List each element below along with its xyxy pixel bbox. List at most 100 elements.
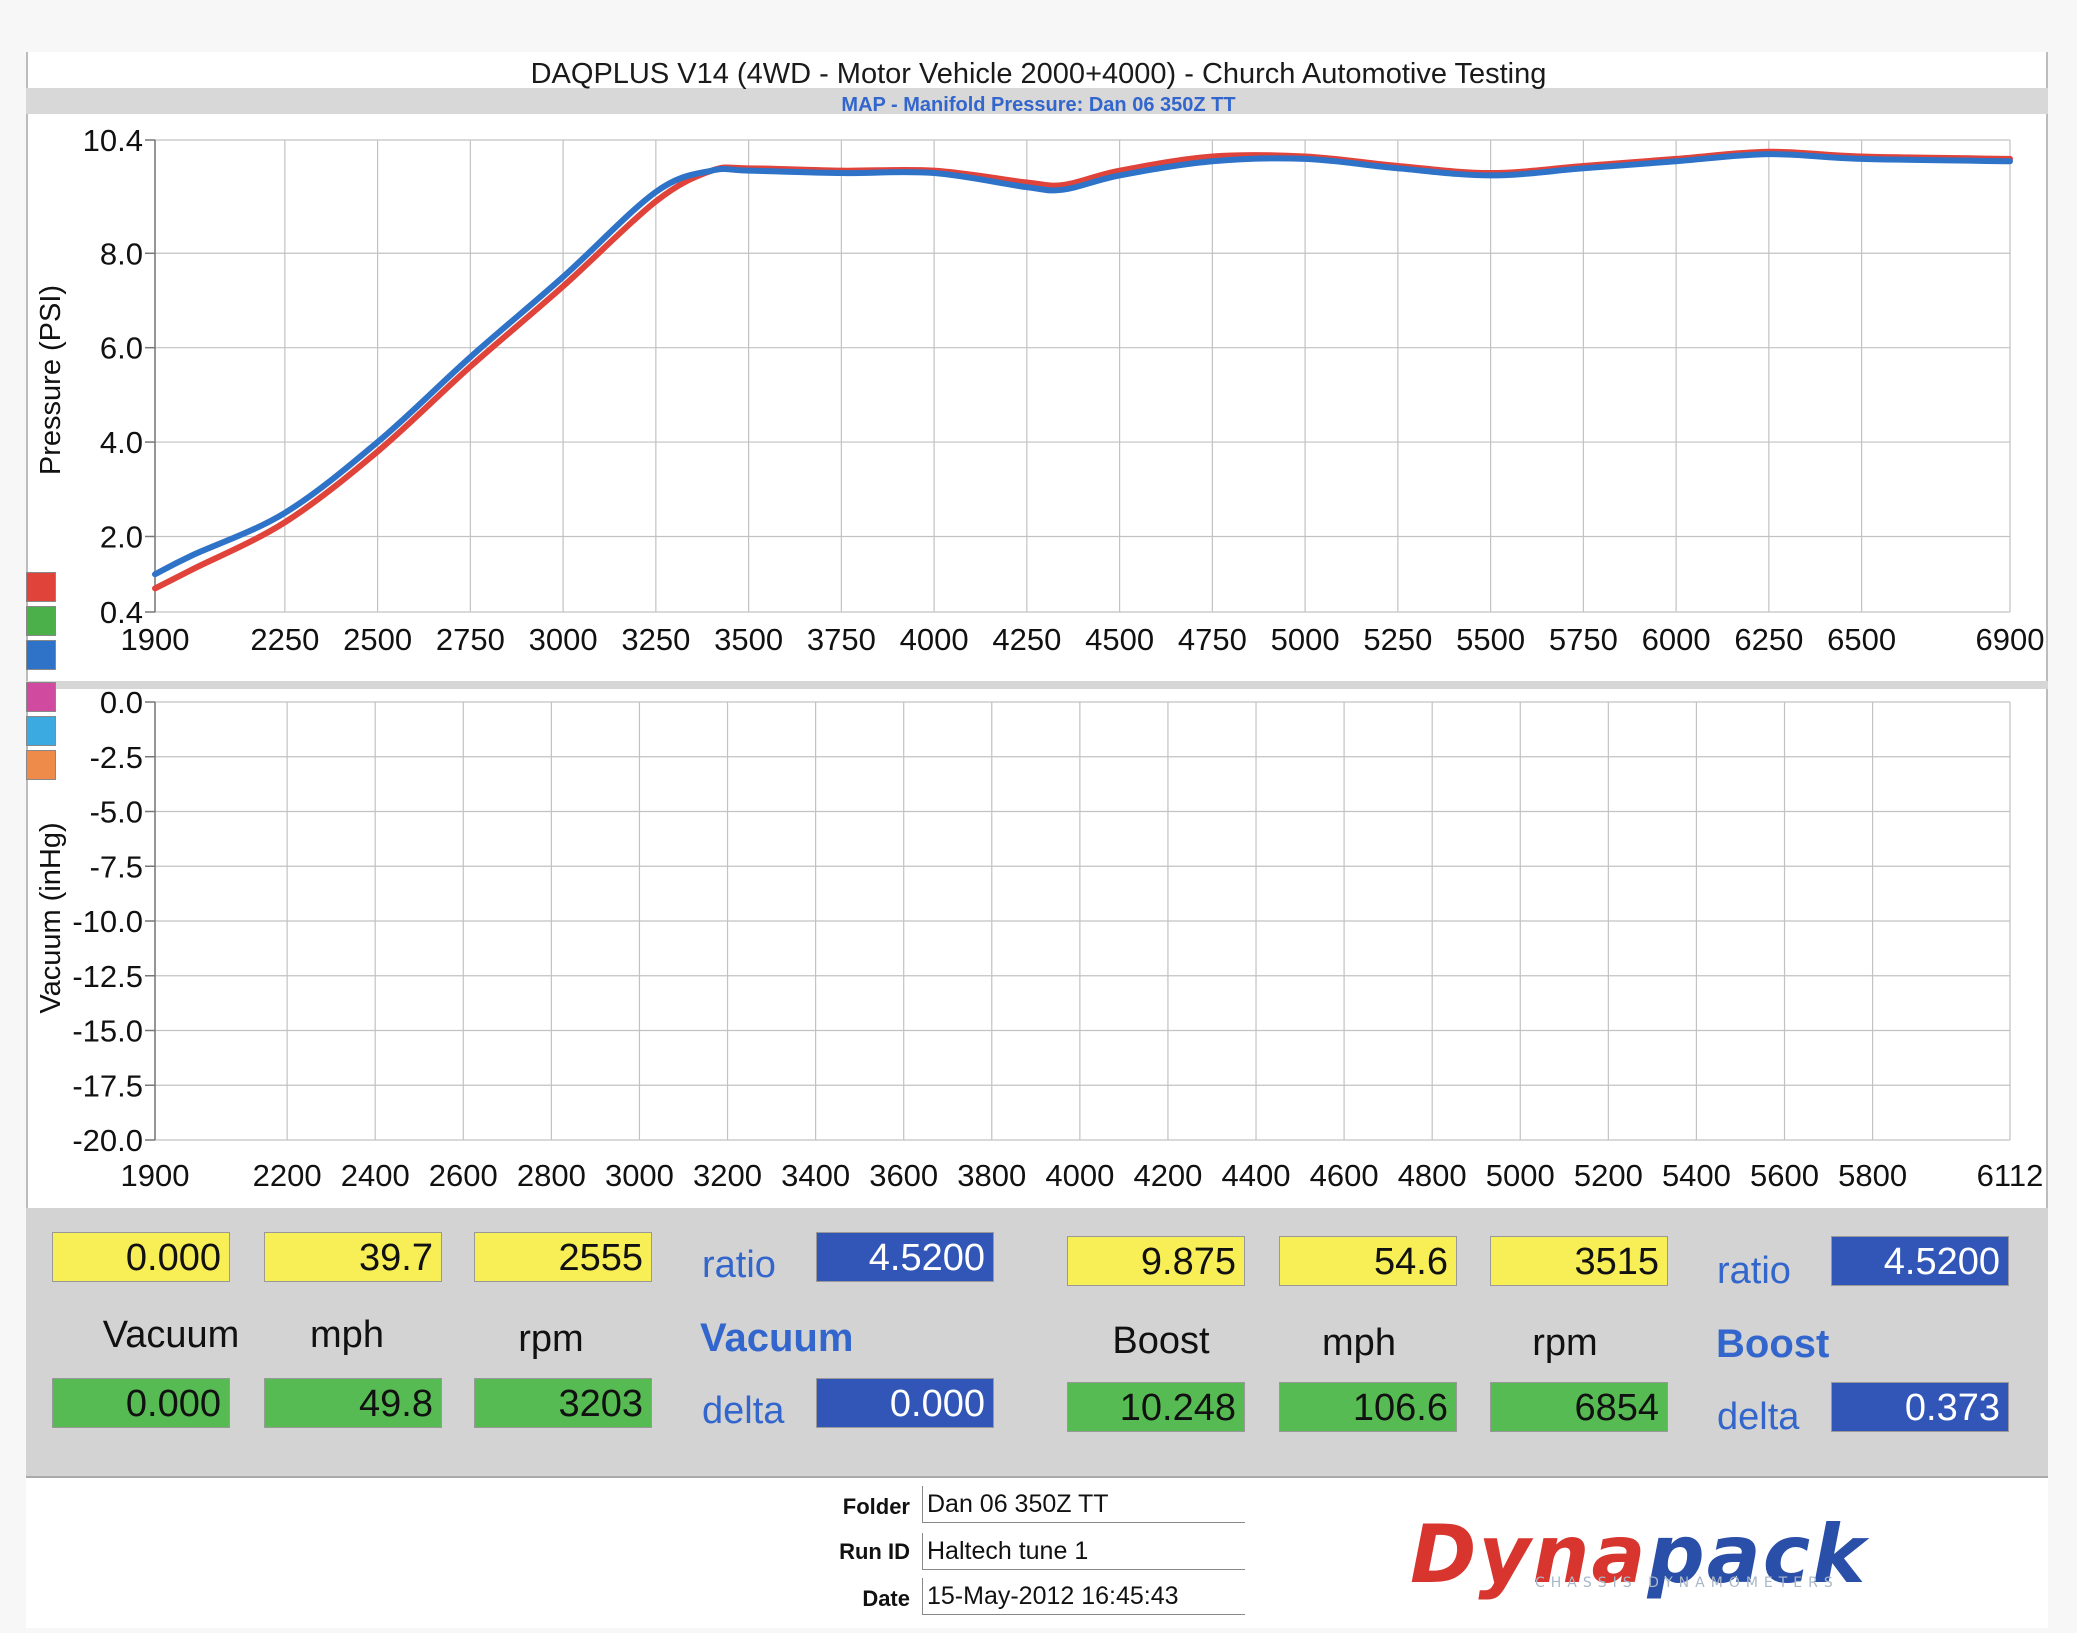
pressure-chart: 1900 2250 2500 2750 3000 3250 3500 3750 4000 4250… <box>35 123 2044 657</box>
x-tick-label: 4250 <box>992 622 1061 657</box>
y-tick-label: 0.4 <box>100 595 143 630</box>
x-tick-label: 6000 <box>1642 622 1711 657</box>
x-tick-label: 5000 <box>1271 622 1340 657</box>
y-axis-label: Pressure (PSI) <box>35 285 67 475</box>
x-tick-label: 4750 <box>1178 622 1247 657</box>
rpm-label-1: rpm <box>518 1318 584 1360</box>
vacuum-chart: 1900 2200 2400 2600 2800 3000 3200 3400 3600 3800… <box>35 685 2043 1193</box>
x-tick-label: 6900 <box>1976 622 2045 657</box>
delta-value-1: 0.000 <box>816 1378 994 1428</box>
x-tick-label: 2500 <box>343 622 412 657</box>
x-tick-label: 4600 <box>1310 1158 1379 1193</box>
x-tick-label: 4000 <box>1045 1158 1114 1193</box>
y-tick-label: 4.0 <box>100 425 143 460</box>
run-id-value: Haltech tune 1 <box>922 1533 1245 1570</box>
legend-swatch-2 <box>26 606 56 636</box>
y-tick-label: -12.5 <box>72 959 143 994</box>
chart-separator <box>26 681 2048 689</box>
x-tick-label: 6112 <box>1977 1158 2044 1193</box>
rpm-label-2: rpm <box>1532 1322 1598 1364</box>
rpm-value-4: 6854 <box>1490 1382 1668 1432</box>
x-tick-label: 4500 <box>1085 622 1154 657</box>
logo-text-a: Dyna <box>1410 1508 1648 1601</box>
chart-subtitle: MAP - Manifold Pressure: Dan 06 350Z TT <box>841 94 1236 116</box>
series-line-1 <box>152 148 2013 592</box>
x-tick-label: 5500 <box>1456 622 1525 657</box>
legend-swatch-4 <box>26 682 56 712</box>
y-tick-label: 0.0 <box>100 685 143 720</box>
title-band <box>26 88 2048 114</box>
x-tick-label: 2600 <box>429 1158 498 1193</box>
ratio-value-2: 4.5200 <box>1831 1236 2009 1286</box>
y-axis-label: Vacuum (inHg) <box>35 822 67 1013</box>
vacuum-value-2: 0.000 <box>52 1378 230 1428</box>
x-tick-label: 3250 <box>621 622 690 657</box>
series-line-2 <box>152 151 2013 578</box>
report-footer <box>26 1476 2048 1628</box>
x-tick-label: 6500 <box>1827 622 1896 657</box>
legend-swatch-6 <box>26 750 56 780</box>
x-tick-label: 5250 <box>1363 622 1432 657</box>
dyno-chart: 1900 2250 2500 2750 3000 3250 3500 3750 4000 4250… <box>35 123 2044 1193</box>
y-tick-label: 2.0 <box>100 519 143 554</box>
folder-value: Dan 06 350Z TT <box>922 1486 1245 1523</box>
x-tick-label: 1900 <box>121 622 190 657</box>
readout-panel: 0.000 39.7 2555 ratio 4.5200 9.875 54.6 … <box>26 1208 2048 1476</box>
mph-value-3: 49.8 <box>264 1378 442 1428</box>
x-tick-label: 4400 <box>1222 1158 1291 1193</box>
legend-swatch-3 <box>26 640 56 670</box>
x-tick-label: 1900 <box>121 1158 190 1193</box>
x-tick-label: 5600 <box>1750 1158 1819 1193</box>
x-tick-label: 2800 <box>517 1158 586 1193</box>
x-tick-label: 3400 <box>781 1158 850 1193</box>
x-tick-label: 5800 <box>1838 1158 1907 1193</box>
y-tick-label: -17.5 <box>72 1068 143 1103</box>
delta-label-2: delta <box>1717 1396 1800 1438</box>
x-tick-label: 3000 <box>529 622 598 657</box>
vacuum-label: Vacuum <box>102 1314 240 1356</box>
x-tick-label: 3750 <box>807 622 876 657</box>
x-tick-label: 3200 <box>693 1158 762 1193</box>
y-tick-label: 6.0 <box>100 331 143 366</box>
logo-subtitle: CHASSIS DYNAMOMETERS <box>1535 1575 1839 1591</box>
boost-value-1: 9.875 <box>1067 1236 1245 1286</box>
y-tick-label: -7.5 <box>90 849 143 884</box>
logo-text-b: pack <box>1647 1508 1868 1601</box>
folder-label: Folder <box>842 1494 910 1519</box>
x-tick-label: 2200 <box>253 1158 322 1193</box>
x-tick-label: 2400 <box>341 1158 410 1193</box>
y-tick-label: -2.5 <box>90 740 143 775</box>
date-value: 15-May-2012 16:45:43 <box>922 1578 1245 1615</box>
delta-value-2: 0.373 <box>1831 1382 2009 1432</box>
legend-swatch-1 <box>26 572 56 602</box>
x-tick-label: 4200 <box>1133 1158 1202 1193</box>
ratio-label-1: ratio <box>702 1244 776 1286</box>
x-tick-label: 4000 <box>900 622 969 657</box>
run-id-label: Run ID <box>839 1539 910 1564</box>
boost-label: Boost <box>1112 1320 1210 1362</box>
rpm-value-1: 2555 <box>474 1232 652 1282</box>
x-tick-label: 6250 <box>1734 622 1803 657</box>
x-tick-label: 5750 <box>1549 622 1618 657</box>
x-tick-label: 4800 <box>1398 1158 1467 1193</box>
x-tick-label: 3500 <box>714 622 783 657</box>
boost-section-label: Boost <box>1716 1322 1830 1366</box>
dynapack-logo: Dynapack <box>1410 1508 1867 1601</box>
vacuum-section-label: Vacuum <box>700 1316 854 1360</box>
x-tick-label: 5200 <box>1574 1158 1643 1193</box>
x-tick-label: 2750 <box>436 622 505 657</box>
date-label: Date <box>862 1586 910 1611</box>
rpm-value-2: 3515 <box>1490 1236 1668 1286</box>
vacuum-value-1: 0.000 <box>52 1232 230 1282</box>
mph-label-2: mph <box>1322 1322 1396 1364</box>
x-tick-label: 5000 <box>1486 1158 1555 1193</box>
ratio-label-2: ratio <box>1717 1250 1791 1292</box>
ratio-value-1: 4.5200 <box>816 1232 994 1282</box>
mph-value-1: 39.7 <box>264 1232 442 1282</box>
y-tick-label: -15.0 <box>72 1014 143 1049</box>
boost-value-2: 10.248 <box>1067 1382 1245 1432</box>
legend-swatch-5 <box>26 716 56 746</box>
y-tick-label: 10.4 <box>83 123 143 158</box>
report-title: DAQPLUS V14 (4WD - Motor Vehicle 2000+40… <box>530 58 1547 90</box>
